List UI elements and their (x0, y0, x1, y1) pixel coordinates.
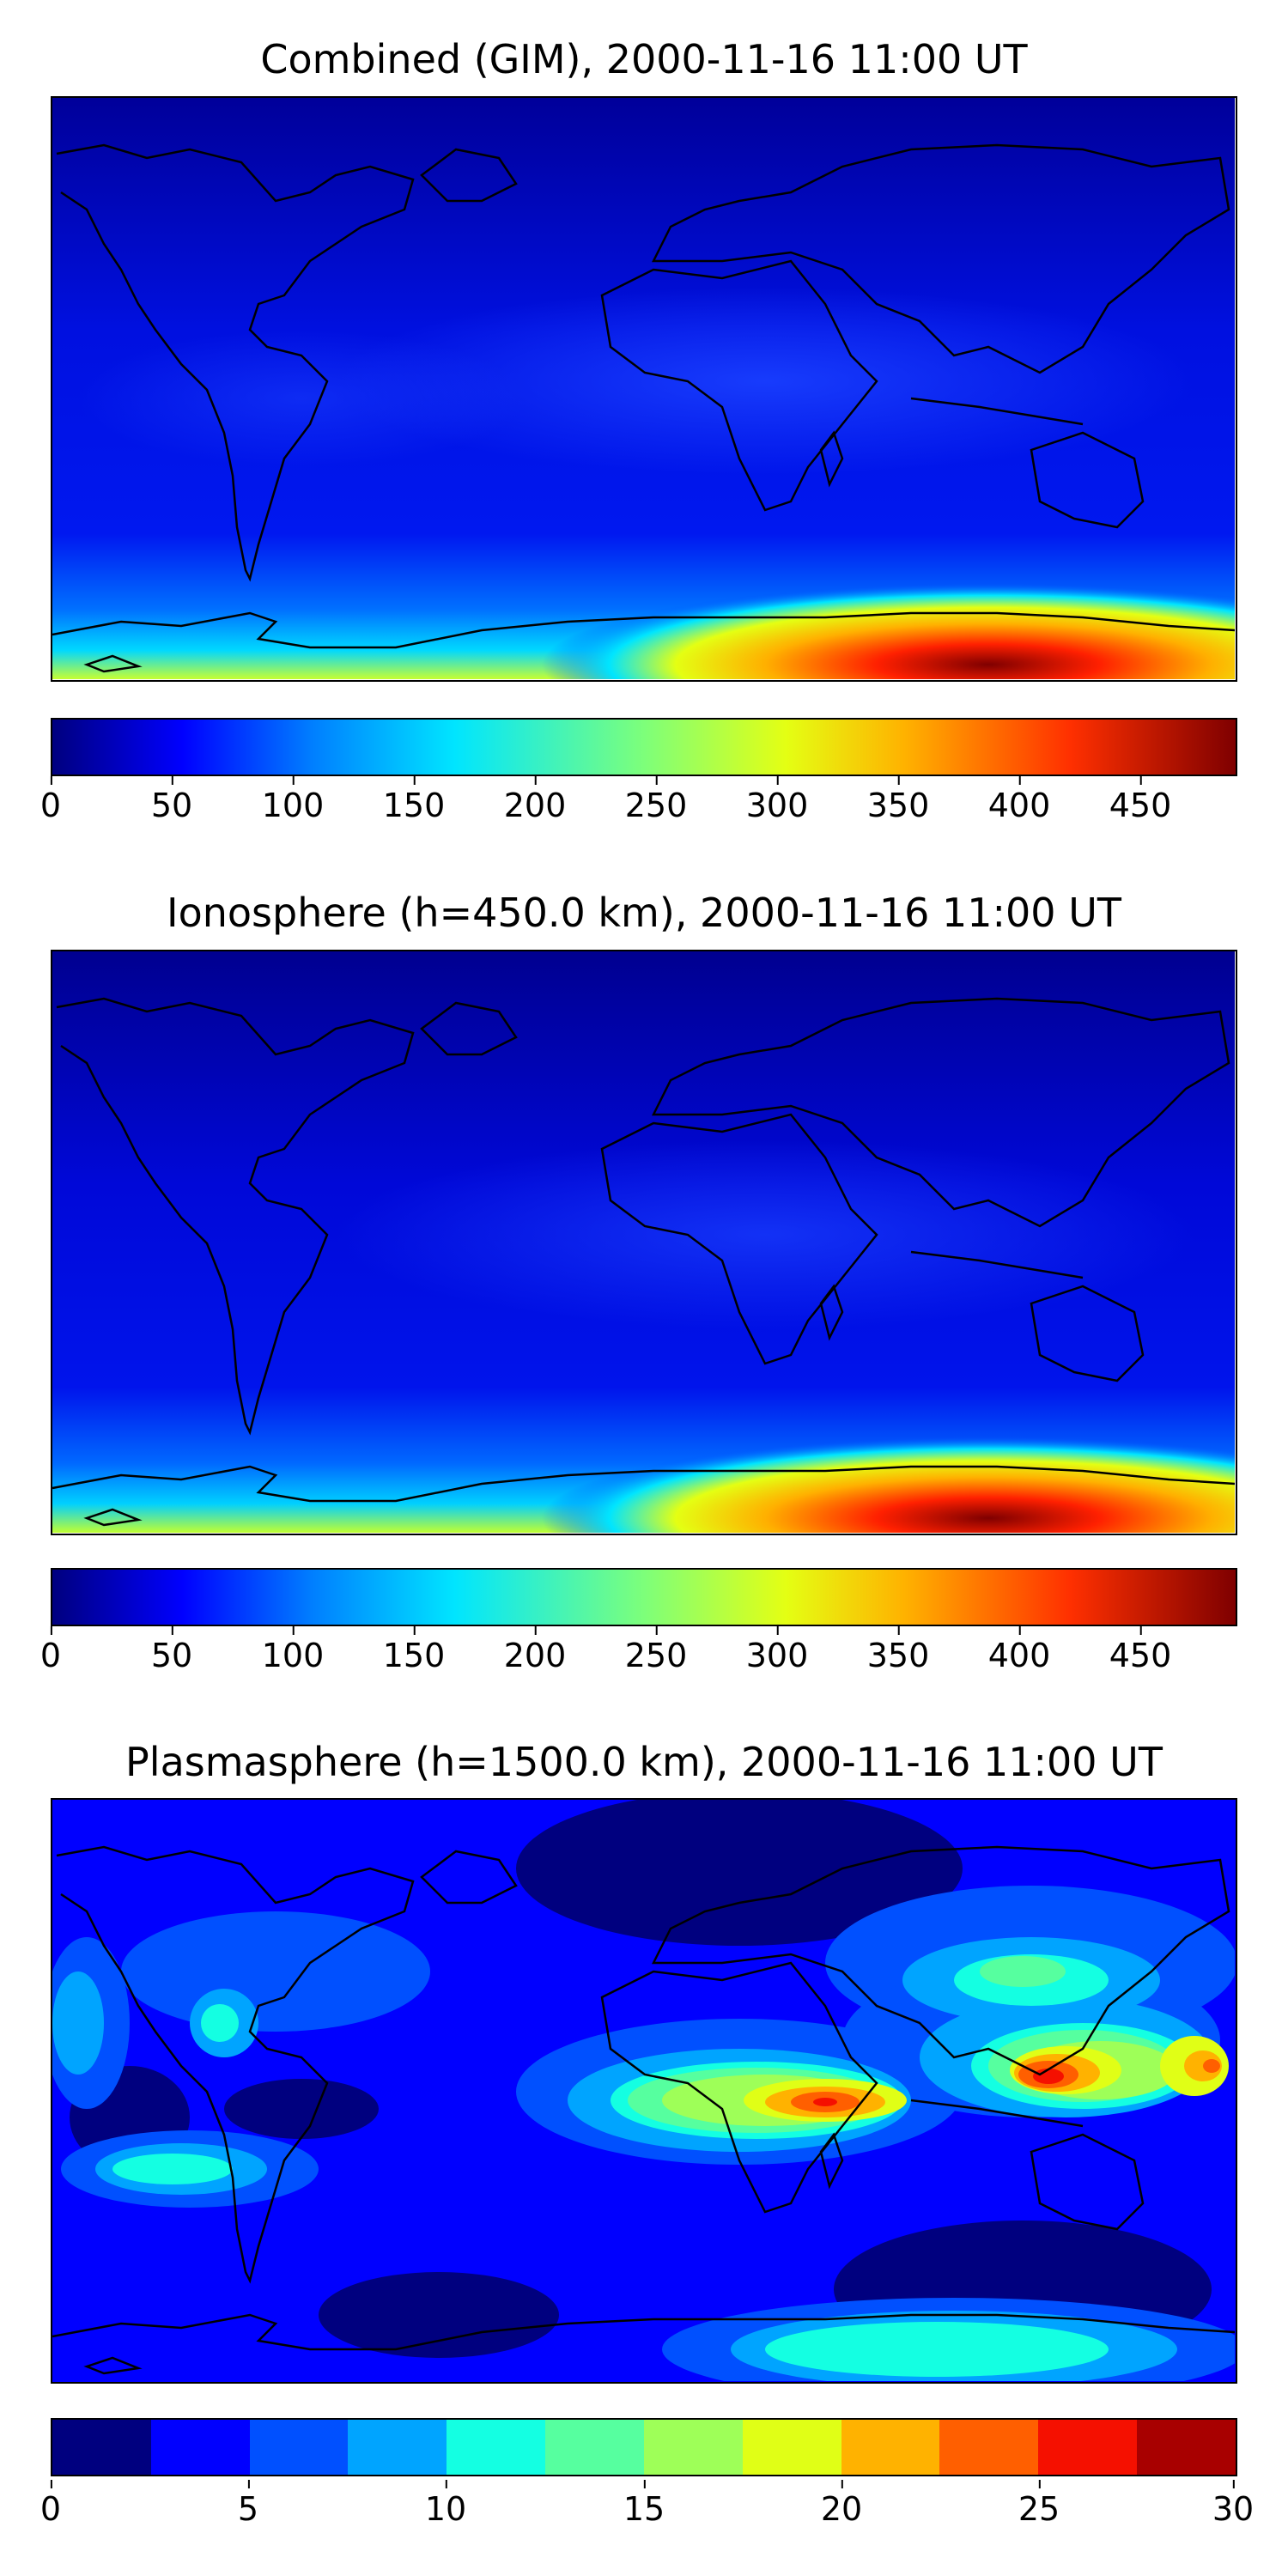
panel2-tick: 300 (745, 1626, 809, 1674)
panel2-colorbar (51, 1568, 1237, 1626)
panel1-tick: 150 (382, 776, 446, 824)
panel1-tick: 350 (866, 776, 930, 824)
panel2-tick: 200 (503, 1626, 567, 1674)
panel2-tick: 400 (987, 1626, 1051, 1674)
panel1-colorbar (51, 718, 1237, 776)
panel3-title: Plasmasphere (h=1500.0 km), 2000-11-16 1… (125, 1739, 1163, 1785)
panel3-colorbar-bin (841, 2420, 940, 2475)
panel1-tick: 200 (503, 776, 567, 824)
panel1-tick: 250 (624, 776, 688, 824)
panel3-colorbar-bin (1137, 2420, 1236, 2475)
panel3-tick: 15 (623, 2480, 665, 2528)
panel3-colorbar-bin (447, 2420, 546, 2475)
panel3-tick: 0 (39, 2480, 62, 2528)
panel2-tick: 100 (261, 1626, 325, 1674)
panel1-tick: 300 (745, 776, 809, 824)
panel1-map (51, 96, 1237, 682)
panel3-tick: 10 (424, 2480, 467, 2528)
panel3-tick: 25 (1018, 2480, 1060, 2528)
panel2-tick: 50 (150, 1626, 193, 1674)
panel3-colorbar-bin (742, 2420, 841, 2475)
panel2-tick: 0 (39, 1626, 62, 1674)
panel3-heatmap (52, 1800, 1235, 2381)
panel2-tick: 350 (866, 1626, 930, 1674)
panel3-contours (52, 1800, 1235, 2381)
panel2-map (51, 950, 1237, 1535)
panel3-colorbar-bin (545, 2420, 644, 2475)
panel3-colorbar-ticks: 0 5 10 15 20 25 30 (40, 2480, 1254, 2542)
panel3-colorbar-bin (249, 2420, 349, 2475)
panel1-colorbar-ticks: 0 50 100 150 200 250 300 350 400 450 (40, 776, 1237, 838)
panel3-colorbar-bin (348, 2420, 447, 2475)
panel3-colorbar-bin (52, 2420, 151, 2475)
panel2-tick: 150 (382, 1626, 446, 1674)
panel3-map (51, 1798, 1237, 2384)
panel3-colorbar-bin (939, 2420, 1039, 2475)
panel3-coastlines (52, 1845, 1235, 2375)
panel1-title: Combined (GIM), 2000-11-16 11:00 UT (260, 36, 1028, 82)
panel3-colorbar-bin (1038, 2420, 1138, 2475)
panel3-tick: 5 (237, 2480, 259, 2528)
panel3-tick: 20 (820, 2480, 863, 2528)
panel1-tick: 400 (987, 776, 1051, 824)
panel2-tick: 250 (624, 1626, 688, 1674)
panel1-tick: 100 (261, 776, 325, 824)
panel1-coastlines (52, 143, 1235, 673)
panel3-colorbar (51, 2418, 1237, 2476)
panel2-coastlines (52, 997, 1235, 1527)
panel3-tick: 30 (1212, 2480, 1255, 2528)
panel1-tick: 0 (39, 776, 62, 824)
panel1-tick: 50 (150, 776, 193, 824)
panel2-heatmap (52, 951, 1235, 1533)
panel1-tick: 450 (1109, 776, 1172, 824)
panel1-heatmap (52, 98, 1235, 679)
panel3-colorbar-bin (150, 2420, 250, 2475)
panel3-colorbar-bin (643, 2420, 743, 2475)
panel2-title: Ionosphere (h=450.0 km), 2000-11-16 11:0… (167, 890, 1121, 936)
panel2-colorbar-ticks: 0 50 100 150 200 250 300 350 400 450 (40, 1626, 1237, 1688)
panel2-tick: 450 (1109, 1626, 1172, 1674)
